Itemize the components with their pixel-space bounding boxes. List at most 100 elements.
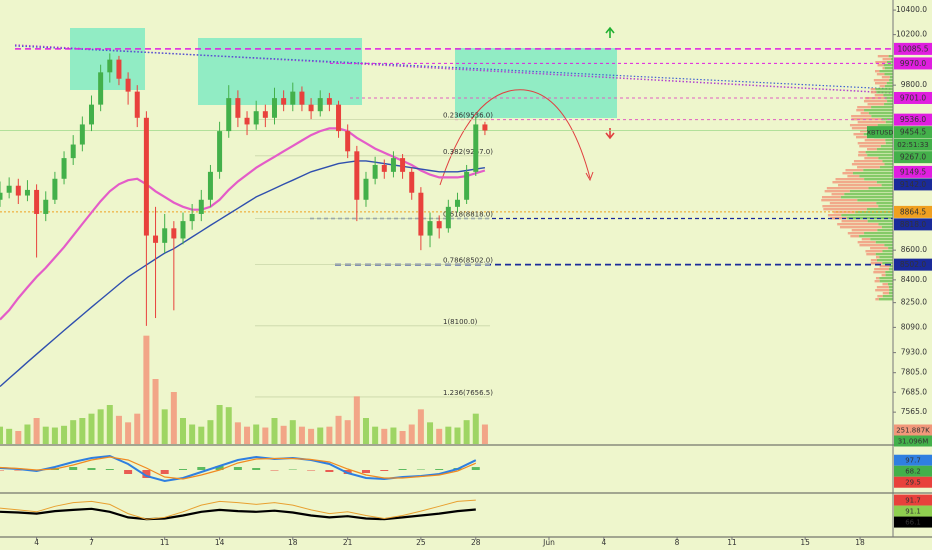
price-label: 9454.5	[900, 128, 926, 137]
candle-body	[308, 104, 314, 112]
histogram-bar	[416, 469, 425, 470]
profile-bar	[887, 100, 893, 103]
price-label-box	[894, 42, 932, 55]
profile-bar	[835, 178, 865, 181]
profile-bar	[882, 262, 893, 265]
profile-bar	[876, 202, 893, 205]
profile-bar	[881, 184, 893, 187]
candle-body	[98, 72, 104, 105]
volume-bar	[317, 427, 324, 444]
histogram-bar	[215, 466, 224, 470]
x-tick-label: Jun	[542, 538, 555, 547]
profile-bar	[864, 232, 893, 235]
histogram-bar	[270, 470, 279, 471]
histogram-bar	[142, 470, 151, 478]
volume-bar	[262, 427, 269, 444]
x-tick-label: 4	[34, 538, 39, 547]
profile-bar	[877, 229, 893, 232]
volume-bar	[15, 431, 22, 444]
candle-body	[125, 78, 131, 92]
profile-bar	[871, 115, 893, 118]
zone	[198, 38, 362, 105]
x-tick-label: 18	[288, 538, 298, 547]
volume-bar	[463, 420, 470, 444]
profile-bar	[873, 271, 886, 274]
profile-bar	[888, 55, 893, 58]
profile-bar	[888, 292, 893, 295]
price-label-box	[894, 151, 932, 164]
price-label-box	[894, 126, 932, 139]
candle-body	[180, 221, 186, 239]
profile-bar	[876, 73, 885, 76]
y-tick-label: 8090.0	[901, 322, 927, 331]
profile-bar	[885, 139, 893, 142]
profile-bar	[838, 184, 882, 187]
profile-bar	[831, 193, 845, 196]
profile-bar	[821, 199, 858, 202]
y-tick-label: 7565.0	[901, 407, 927, 416]
profile-bar	[865, 250, 883, 253]
profile-bar	[823, 208, 867, 211]
volume-bar	[399, 431, 406, 444]
profile-bar	[875, 289, 890, 292]
candle-body	[345, 131, 351, 152]
profile-bar	[868, 187, 893, 190]
candle-body	[15, 185, 21, 196]
profile-bar	[857, 199, 893, 202]
volume-bar	[427, 422, 434, 444]
profile-bar	[856, 136, 875, 139]
price-label-box	[894, 91, 932, 104]
symbol-box	[867, 126, 893, 139]
volume-bar	[417, 409, 424, 444]
volume-bar	[436, 428, 443, 444]
profile-bar	[875, 70, 880, 73]
histogram-bar	[87, 468, 96, 470]
profile-bar	[821, 196, 841, 199]
y-tick-label: 9800.0	[901, 80, 927, 89]
profile-bar	[847, 175, 860, 178]
profile-bar	[851, 127, 868, 130]
profile-bar	[851, 115, 872, 118]
profile-bar	[837, 223, 879, 226]
profile-bar	[861, 238, 871, 241]
x-tick-label: 14	[215, 538, 225, 547]
candle-body	[235, 98, 241, 118]
volume-bar	[225, 407, 232, 444]
profile-bar	[874, 82, 887, 85]
profile-bar	[870, 238, 893, 241]
y-tick-label: 8250.0	[901, 298, 927, 307]
profile-bar	[860, 130, 868, 133]
volume-bar	[344, 420, 351, 444]
volume-bar	[170, 392, 177, 444]
candle-body	[253, 111, 259, 125]
profile-bar	[882, 58, 891, 61]
profile-bar	[879, 166, 893, 169]
profile-bar	[866, 208, 893, 211]
plot: 0.236(9536.0) 0.382(9267.0) 0.618(8818.0) 0…	[0, 48, 893, 521]
profile-bar	[868, 112, 893, 115]
profile-bar	[879, 70, 893, 73]
profile-bar	[866, 148, 877, 151]
candle-body	[162, 228, 168, 243]
histogram-bar	[14, 470, 23, 471]
profile-bar	[859, 175, 893, 178]
profile-bar	[889, 79, 893, 82]
profile-bar	[877, 64, 884, 67]
volume-bar	[289, 420, 296, 444]
candle-body	[418, 192, 424, 236]
histogram-bar	[380, 470, 389, 471]
candle-body	[24, 189, 30, 196]
profile-bar	[885, 274, 893, 277]
fib-label: 0.236(9536.0)	[443, 112, 493, 120]
profile-bar	[859, 235, 893, 238]
candle-body	[134, 91, 140, 118]
candle-body	[61, 158, 67, 179]
volume-bar	[61, 425, 68, 444]
profile-bar	[870, 259, 877, 262]
x-tick-label: 11	[160, 538, 170, 547]
volume-bar	[445, 426, 452, 444]
profile-bar	[884, 67, 893, 70]
candle-body	[153, 235, 159, 243]
profile-bar	[857, 166, 880, 169]
profile-bar	[859, 145, 881, 148]
